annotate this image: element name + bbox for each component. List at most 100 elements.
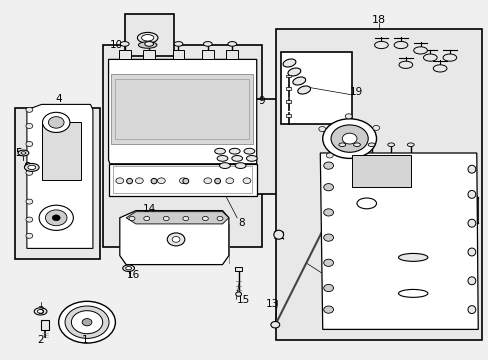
Bar [102,45,261,247]
Circle shape [172,237,180,242]
Ellipse shape [144,42,153,46]
Ellipse shape [398,61,412,68]
Ellipse shape [283,59,295,67]
Bar [111,74,253,144]
Bar [207,99,298,194]
Ellipse shape [235,292,241,296]
Circle shape [129,216,135,221]
Circle shape [26,107,33,112]
Bar [281,52,351,124]
Circle shape [322,119,376,158]
Ellipse shape [338,143,345,147]
Ellipse shape [122,265,134,271]
Circle shape [26,170,33,175]
Circle shape [323,259,333,266]
Text: 2: 2 [37,335,43,345]
Bar [285,100,291,103]
Circle shape [116,178,123,184]
Text: 6: 6 [23,162,30,172]
Text: 11: 11 [321,270,335,280]
Text: 16: 16 [126,270,140,280]
Bar [285,87,291,90]
Circle shape [82,319,92,326]
Circle shape [323,234,333,241]
Bar [119,50,130,59]
Circle shape [65,306,109,338]
Ellipse shape [432,65,446,72]
Ellipse shape [244,148,254,154]
Ellipse shape [219,163,230,168]
Text: 13: 13 [265,299,279,309]
Polygon shape [108,164,256,196]
Ellipse shape [356,198,376,209]
Ellipse shape [141,35,153,41]
Circle shape [167,233,184,246]
Circle shape [26,217,33,222]
Ellipse shape [183,179,188,184]
Circle shape [59,301,115,343]
Bar [202,50,213,59]
Circle shape [39,205,73,230]
Text: 8: 8 [238,218,245,228]
Text: 5: 5 [15,148,22,158]
Ellipse shape [393,41,407,49]
Circle shape [26,141,33,147]
Circle shape [323,306,333,313]
Ellipse shape [423,54,436,61]
Circle shape [26,123,33,129]
Text: 6: 6 [23,162,30,172]
Text: 12: 12 [272,231,286,241]
Ellipse shape [297,86,310,94]
Ellipse shape [174,42,183,46]
Circle shape [163,216,169,221]
Text: 5: 5 [15,148,22,158]
Bar [285,75,291,77]
Circle shape [217,216,223,221]
Ellipse shape [227,42,236,46]
Ellipse shape [374,41,387,49]
Circle shape [203,178,211,184]
Ellipse shape [203,42,212,46]
Circle shape [345,114,351,119]
Ellipse shape [387,143,394,147]
Bar [41,320,49,330]
Ellipse shape [353,143,360,147]
Ellipse shape [151,179,157,184]
Ellipse shape [442,54,456,61]
Polygon shape [27,104,93,248]
Ellipse shape [292,77,305,85]
Ellipse shape [214,179,220,184]
Ellipse shape [24,163,39,171]
Ellipse shape [125,266,131,270]
Circle shape [323,284,333,292]
Circle shape [323,162,333,169]
Ellipse shape [467,277,475,285]
Ellipse shape [246,156,257,161]
Circle shape [270,321,279,328]
Ellipse shape [120,42,129,46]
Bar [285,114,291,117]
Circle shape [52,215,60,221]
Polygon shape [320,153,477,329]
Bar [398,257,427,293]
Ellipse shape [217,156,227,161]
Circle shape [243,178,250,184]
Circle shape [325,153,332,158]
Ellipse shape [18,150,29,156]
Ellipse shape [231,156,242,161]
Ellipse shape [126,179,132,184]
Circle shape [323,209,333,216]
Circle shape [342,133,356,144]
Ellipse shape [287,68,300,76]
Circle shape [143,216,149,221]
Circle shape [135,178,143,184]
Bar [351,155,410,187]
Ellipse shape [467,190,475,198]
Circle shape [330,125,367,152]
Circle shape [318,127,325,132]
Ellipse shape [467,219,475,227]
Circle shape [225,178,233,184]
Ellipse shape [137,32,158,43]
Ellipse shape [407,143,413,147]
Text: 10: 10 [110,40,123,50]
